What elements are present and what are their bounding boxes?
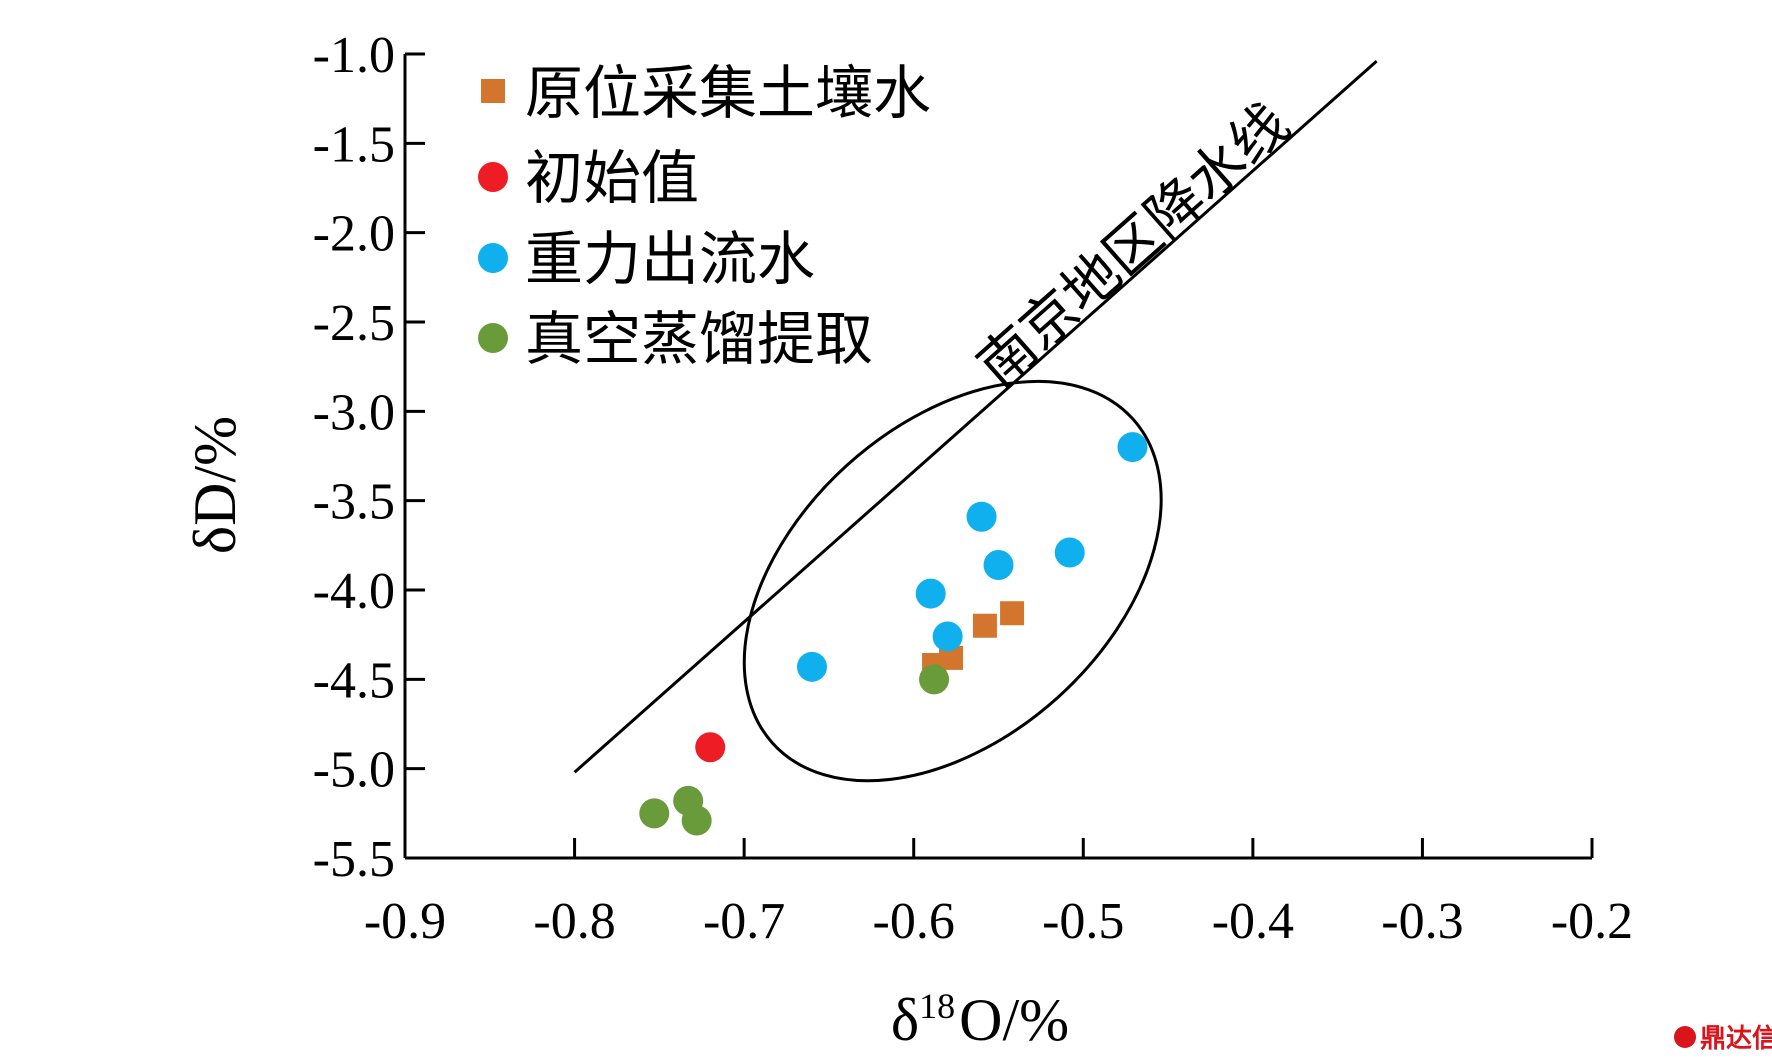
x-tick-label: -0.8 (533, 893, 615, 950)
x-tick-label: -0.9 (364, 893, 446, 950)
x-tick-label: -0.6 (873, 893, 955, 950)
x-axis-title: δ18O/% (891, 986, 1069, 1053)
y-tick-label: -4.0 (313, 563, 395, 620)
data-points (639, 432, 1148, 836)
circle-point (915, 578, 946, 609)
axes (403, 54, 1592, 860)
y-axis-title: δD/% (182, 416, 248, 554)
x-axis-title-prefix: δ (891, 987, 919, 1053)
x-axis-title-suffix: O/% (959, 987, 1069, 1053)
circle-point (1117, 432, 1148, 463)
x-tick-label: -0.7 (703, 893, 785, 950)
x-axis-title-sup: 18 (919, 986, 955, 1026)
square-point (972, 613, 997, 638)
y-tick-label: -3.0 (313, 384, 395, 441)
legend-marker-circle (478, 243, 508, 273)
legend-marker-square (481, 79, 505, 103)
square-point (1000, 601, 1025, 626)
y-axis-ticks: -1.0 -1.5 -2.0 -2.5 -3.0 -3.5 -4.0 -4.5 -5.0 -5.5 (313, 27, 425, 888)
legend-marker-circle (478, 162, 508, 192)
watermark: 鼎达信 (1674, 1024, 1772, 1054)
cluster-ellipse (742, 379, 1163, 783)
precipitation-line-label: 南京地区降水线 (966, 91, 1302, 400)
legend-marker-circle (478, 323, 508, 353)
circle-point (919, 664, 950, 695)
y-tick-label: -1.0 (313, 27, 395, 84)
legend-label: 原位采集土壤水 (525, 59, 931, 127)
annotation-group (742, 379, 1163, 783)
y-tick-label: -5.5 (313, 831, 395, 888)
circle-point (681, 805, 712, 836)
y-tick-label: -5.0 (313, 742, 395, 799)
legend-label: 真空蒸馏提取 (525, 305, 873, 373)
x-axis-ticks: -0.9 -0.8 -0.7 -0.6 -0.5 -0.4 -0.3 -0.2 (364, 838, 1633, 950)
y-tick-label: -1.5 (313, 116, 395, 173)
y-tick-label: -3.5 (313, 474, 395, 531)
x-tick-label: -0.3 (1381, 893, 1463, 950)
circle-point (796, 651, 827, 682)
x-tick-label: -0.5 (1042, 893, 1124, 950)
circle-point (932, 621, 963, 652)
watermark-logo-icon (1674, 1026, 1696, 1048)
x-tick-label: -0.4 (1212, 893, 1294, 950)
circle-point (983, 549, 1014, 580)
precipitation-line (573, 60, 1378, 774)
y-tick-label: -2.5 (313, 295, 395, 352)
circle-point (639, 798, 670, 829)
x-tick-label: -0.2 (1551, 893, 1633, 950)
circle-point (966, 501, 997, 532)
circle-point (695, 732, 726, 763)
legend-label: 重力出流水 (525, 225, 815, 293)
y-tick-label: -4.5 (313, 652, 395, 709)
legend-label: 初始值 (525, 144, 699, 212)
watermark-text: 鼎达信 (1700, 1024, 1772, 1054)
circle-point (1054, 537, 1085, 568)
y-tick-label: -2.0 (313, 206, 395, 263)
